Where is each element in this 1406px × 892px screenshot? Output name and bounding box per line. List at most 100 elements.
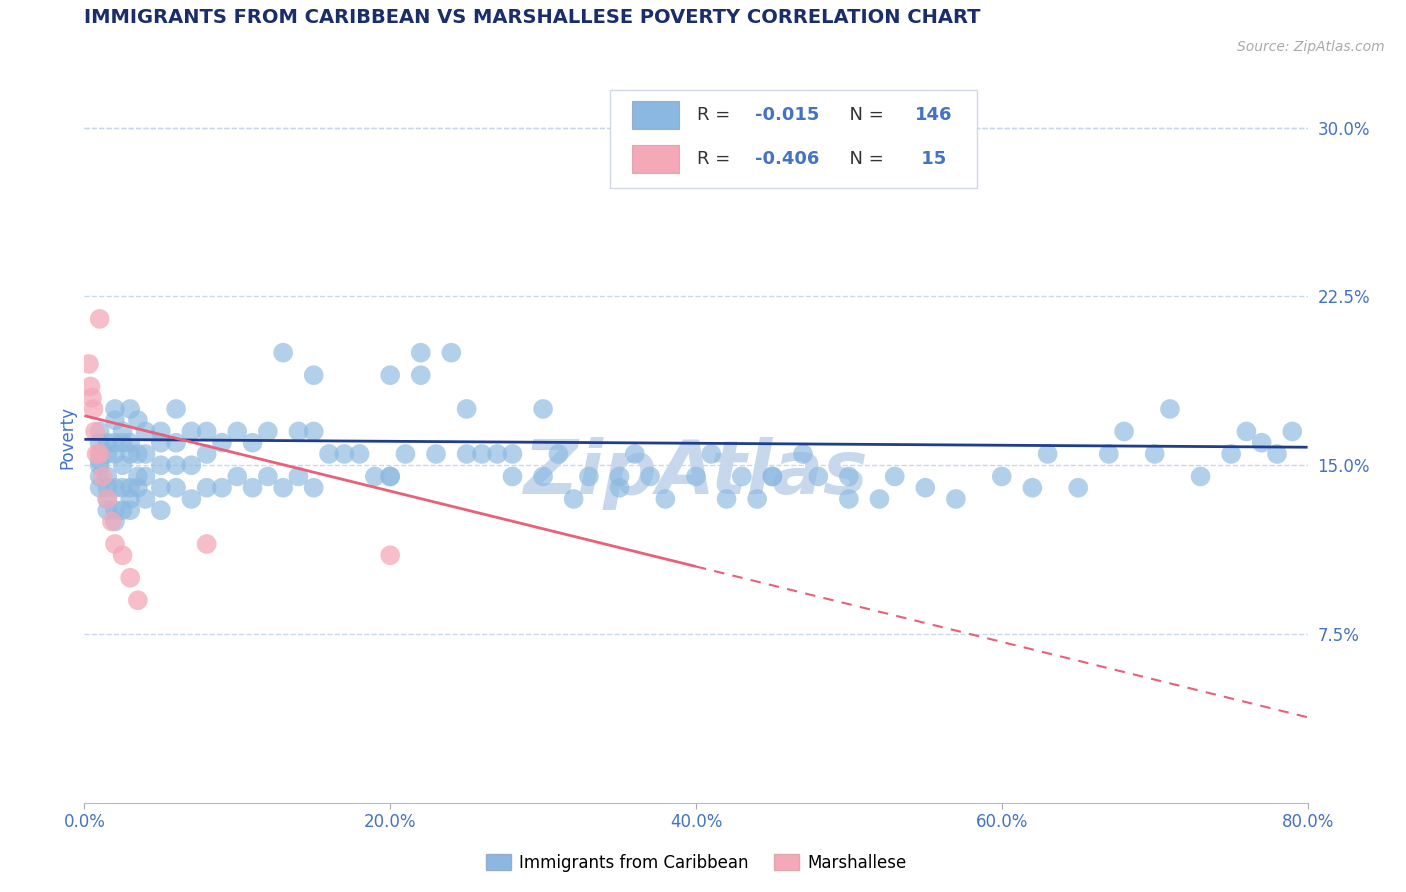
Point bbox=[89, 435, 111, 450]
Point bbox=[761, 469, 783, 483]
Point bbox=[624, 447, 647, 461]
Point bbox=[101, 515, 124, 529]
Legend: Immigrants from Caribbean, Marshallese: Immigrants from Caribbean, Marshallese bbox=[479, 847, 912, 879]
Point bbox=[89, 447, 111, 461]
Point bbox=[562, 491, 585, 506]
Point bbox=[380, 469, 402, 483]
Point bbox=[96, 469, 118, 483]
Point bbox=[531, 469, 554, 483]
Point bbox=[471, 447, 494, 461]
Point bbox=[149, 435, 172, 450]
Point bbox=[84, 425, 107, 439]
Point bbox=[1143, 447, 1166, 461]
Point bbox=[89, 447, 111, 461]
Point bbox=[104, 481, 127, 495]
Point bbox=[242, 435, 264, 450]
Point bbox=[287, 425, 309, 439]
Point bbox=[869, 491, 891, 506]
Point bbox=[79, 379, 101, 393]
Point bbox=[180, 491, 202, 506]
Point bbox=[135, 469, 157, 483]
Point bbox=[96, 447, 118, 461]
Point bbox=[127, 447, 149, 461]
FancyBboxPatch shape bbox=[610, 90, 977, 188]
Point bbox=[394, 447, 416, 461]
Point bbox=[104, 515, 127, 529]
Point bbox=[120, 435, 142, 450]
Point bbox=[91, 469, 114, 483]
Point bbox=[111, 435, 134, 450]
Point bbox=[104, 435, 127, 450]
Point bbox=[165, 401, 187, 416]
Point bbox=[80, 391, 103, 405]
Point bbox=[609, 469, 631, 483]
Point bbox=[1159, 401, 1181, 416]
Point bbox=[127, 413, 149, 427]
Text: IMMIGRANTS FROM CARIBBEAN VS MARSHALLESE POVERTY CORRELATION CHART: IMMIGRANTS FROM CARIBBEAN VS MARSHALLESE… bbox=[84, 8, 981, 28]
Point bbox=[120, 491, 142, 506]
Point bbox=[1021, 481, 1043, 495]
Point bbox=[226, 469, 249, 483]
Point bbox=[120, 401, 142, 416]
Point bbox=[120, 481, 142, 495]
Point bbox=[165, 435, 187, 450]
Point bbox=[302, 368, 325, 383]
Text: -0.015: -0.015 bbox=[755, 106, 820, 124]
Point bbox=[609, 481, 631, 495]
Point bbox=[1281, 425, 1303, 439]
Point bbox=[149, 425, 172, 439]
Point bbox=[502, 469, 524, 483]
Point bbox=[409, 345, 432, 359]
Point bbox=[318, 447, 340, 461]
Point bbox=[96, 435, 118, 450]
Point bbox=[180, 425, 202, 439]
Point bbox=[271, 481, 294, 495]
Point bbox=[380, 368, 402, 383]
Point bbox=[104, 401, 127, 416]
Point bbox=[700, 447, 723, 461]
FancyBboxPatch shape bbox=[633, 102, 679, 129]
Text: R =: R = bbox=[697, 150, 737, 168]
Point bbox=[502, 447, 524, 461]
Point bbox=[638, 469, 661, 483]
Point bbox=[287, 469, 309, 483]
Point bbox=[914, 481, 936, 495]
Point bbox=[349, 447, 371, 461]
Point bbox=[96, 491, 118, 506]
Point bbox=[111, 548, 134, 562]
Point bbox=[792, 447, 814, 461]
Point bbox=[1236, 425, 1258, 439]
Text: 146: 146 bbox=[915, 106, 952, 124]
Point bbox=[195, 537, 218, 551]
Point bbox=[111, 503, 134, 517]
Point bbox=[89, 481, 111, 495]
Text: N =: N = bbox=[838, 150, 890, 168]
Point bbox=[127, 593, 149, 607]
Point bbox=[149, 458, 172, 473]
Point bbox=[257, 425, 280, 439]
Point bbox=[380, 548, 402, 562]
Point bbox=[104, 537, 127, 551]
Y-axis label: Poverty: Poverty bbox=[58, 406, 76, 468]
Point bbox=[135, 425, 157, 439]
Point bbox=[211, 435, 233, 450]
Point bbox=[1036, 447, 1059, 461]
Point bbox=[104, 503, 127, 517]
Point bbox=[547, 447, 569, 461]
Point bbox=[333, 447, 356, 461]
Point bbox=[89, 458, 111, 473]
Point bbox=[302, 425, 325, 439]
Point bbox=[96, 481, 118, 495]
Point bbox=[761, 469, 783, 483]
Point bbox=[456, 447, 478, 461]
Point bbox=[165, 458, 187, 473]
Point bbox=[1250, 435, 1272, 450]
Point bbox=[380, 469, 402, 483]
Point bbox=[1098, 447, 1121, 461]
Point bbox=[1265, 447, 1288, 461]
Point bbox=[149, 481, 172, 495]
Text: N =: N = bbox=[838, 106, 890, 124]
Point bbox=[531, 401, 554, 416]
Point bbox=[654, 491, 676, 506]
Text: R =: R = bbox=[697, 106, 737, 124]
